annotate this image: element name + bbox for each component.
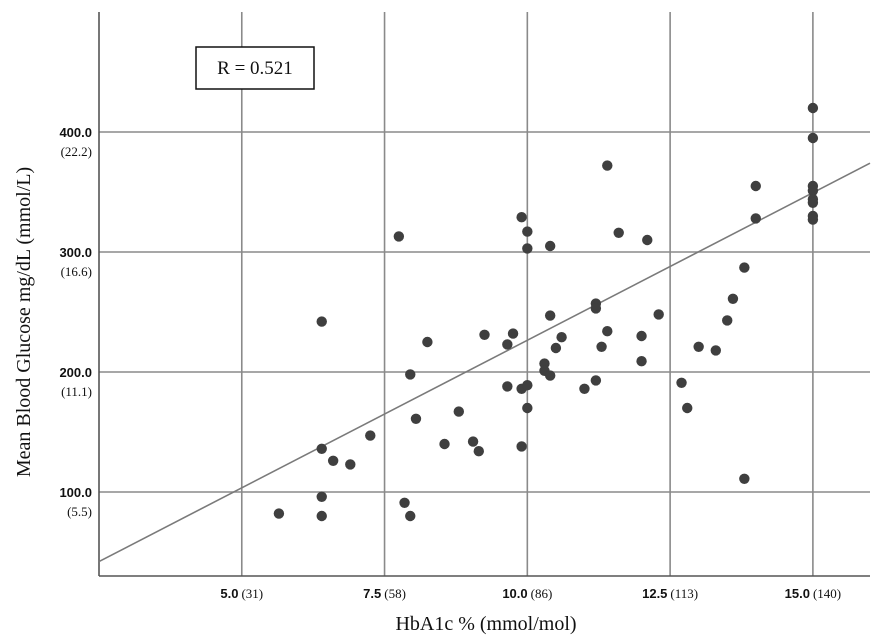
data-point [556,332,567,343]
data-point [739,262,750,273]
x-tick-value: 5.0 [220,586,238,601]
data-point [479,329,490,340]
data-point [636,330,647,342]
x-tick-mmol: (86) [531,586,553,601]
y-tick-mmol: (5.5) [67,504,92,519]
data-point [642,234,653,246]
data-point [273,508,285,519]
data-point [807,197,819,208]
y-tick-value: 300.0 [59,245,92,260]
data-point [710,345,721,356]
x-tick-value: 7.5 [363,586,381,601]
data-point [653,309,664,320]
grid-lines [99,12,870,576]
data-point [590,375,602,386]
data-point [522,402,533,414]
annotation-box: R = 0.521 [195,46,315,90]
regression-line [98,162,871,563]
x-tick-label: 7.5 (58) [363,586,406,601]
data-point [467,436,479,447]
x-tick-mmol: (58) [384,586,406,601]
data-point [502,381,513,392]
correlation-annotation: R = 0.521 [217,58,293,79]
data-points [273,102,819,522]
y-tick-value: 400.0 [59,125,92,140]
data-point [345,459,356,470]
tick-labels: 5.0 (31) 7.5 (58) 10.0 (86) 12.5 (113) 15.0 (140)… [59,125,841,601]
data-point [676,377,687,388]
data-point [516,441,527,452]
data-point [636,356,647,367]
y-axis-title: Mean Blood Glucose mg/dL (mmol/L) [13,167,35,477]
x-tick-label: 5.0 (31) [220,586,263,601]
data-point [393,231,405,242]
data-point [410,413,422,424]
data-point [727,293,739,304]
data-point [516,212,527,223]
data-point [722,315,733,326]
data-point [544,310,556,321]
annotation-frame [195,46,315,90]
data-point [596,341,607,352]
data-point [422,336,433,348]
data-point [807,132,819,144]
data-point [579,383,590,394]
data-point [539,358,550,369]
data-point [750,213,761,224]
x-tick-label: 15.0 (140) [785,586,841,601]
data-point [316,443,327,454]
data-point [316,316,327,327]
data-point [682,402,693,414]
x-tick-value: 12.5 [642,586,667,601]
data-point [507,328,519,339]
regression-line-group [98,162,871,563]
data-point [327,455,339,466]
y-tick-mmol: (16.6) [61,264,92,279]
data-point [522,243,533,254]
x-tick-label: 12.5 (113) [642,586,698,601]
y-tick-value: 200.0 [59,365,92,380]
y-tick-mmol: (22.2) [61,144,92,159]
axes [98,12,870,577]
data-point [502,339,513,350]
x-tick-value: 10.0 [502,586,527,601]
data-point [807,102,819,114]
data-point [807,214,819,225]
data-point [544,240,556,252]
data-point [739,473,750,484]
data-point [453,406,464,417]
data-point [613,227,624,238]
data-point [522,226,533,237]
data-point [544,370,556,381]
data-point [602,160,613,171]
data-point [522,380,533,391]
data-point [316,510,327,522]
x-tick-mmol: (113) [670,586,698,601]
x-tick-mmol: (140) [813,586,841,601]
data-point [602,326,613,337]
data-point [439,438,450,450]
data-point [405,510,416,522]
x-tick-mmol: (31) [241,586,263,601]
data-point [550,342,562,354]
data-point [473,446,484,457]
data-point [399,497,410,508]
y-tick-value: 100.0 [59,485,92,500]
x-tick-value: 15.0 [785,586,810,601]
data-point [750,180,761,192]
y-tick-mmol: (11.1) [61,384,92,399]
x-axis-title: HbA1c % (mmol/mol) [395,613,576,635]
data-point [807,185,819,196]
data-point [590,303,602,314]
x-tick-label: 10.0 (86) [502,586,552,601]
data-point [365,430,376,441]
data-point [693,341,704,352]
data-point [316,491,327,502]
data-point [405,369,416,380]
